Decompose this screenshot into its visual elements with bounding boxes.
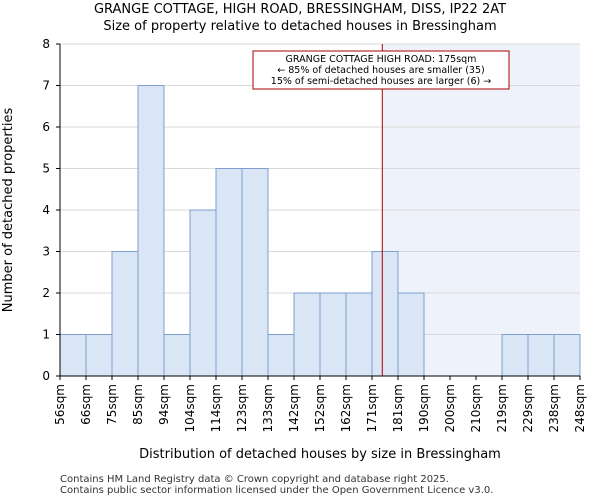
histogram-bar xyxy=(501,334,529,377)
histogram-bar xyxy=(345,292,373,377)
y-tick-label: 1 xyxy=(42,328,50,342)
histogram-bar xyxy=(85,334,113,377)
x-tick-label: 133sqm xyxy=(261,384,275,432)
annotation-line: ← 85% of detached houses are smaller (35… xyxy=(277,65,484,76)
x-tick-label: 248sqm xyxy=(573,384,587,432)
y-tick-label: 0 xyxy=(42,369,50,383)
histogram-bar xyxy=(371,251,399,377)
y-tick-label: 8 xyxy=(42,37,50,51)
y-axis-label: Number of detached properties xyxy=(1,108,16,313)
histogram-bar xyxy=(215,168,243,377)
x-tick-label: 229sqm xyxy=(521,384,535,432)
histogram-bar xyxy=(137,85,165,377)
x-tick-label: 190sqm xyxy=(417,384,431,432)
histogram-bar xyxy=(527,334,555,377)
x-tick-label: 238sqm xyxy=(547,384,561,432)
histogram-bar xyxy=(163,334,191,377)
annotation-box xyxy=(252,50,510,90)
x-tick-label: 142sqm xyxy=(287,384,301,432)
x-tick-label: 75sqm xyxy=(105,384,119,425)
footer-licence: Contains public sector information licen… xyxy=(60,485,494,496)
x-tick-label: 219sqm xyxy=(495,384,509,432)
histogram-bar xyxy=(111,251,139,377)
y-tick-label: 5 xyxy=(42,162,50,176)
x-tick-label: 152sqm xyxy=(313,384,327,432)
x-tick-label: 85sqm xyxy=(131,384,145,425)
footer-copyright: Contains HM Land Registry data © Crown c… xyxy=(60,474,449,485)
x-tick-label: 123sqm xyxy=(235,384,249,432)
x-tick-label: 114sqm xyxy=(209,384,223,432)
y-tick-label: 3 xyxy=(42,245,50,259)
histogram-bar xyxy=(59,334,87,377)
x-tick-label: 200sqm xyxy=(443,384,457,432)
y-tick-label: 2 xyxy=(42,286,50,300)
histogram-bar xyxy=(293,292,321,377)
chart-title: GRANGE COTTAGE, HIGH ROAD, BRESSINGHAM, … xyxy=(93,2,507,17)
x-tick-label: 210sqm xyxy=(469,384,483,432)
histogram-bar xyxy=(241,168,269,377)
x-tick-label: 104sqm xyxy=(183,384,197,432)
x-tick-label: 162sqm xyxy=(339,384,353,432)
histogram-bar xyxy=(267,334,295,377)
histogram-bar xyxy=(553,334,581,377)
x-tick-label: 66sqm xyxy=(79,384,93,425)
x-tick-label: 56sqm xyxy=(53,384,67,425)
y-tick-label: 6 xyxy=(42,120,50,134)
y-tick-label: 7 xyxy=(42,79,50,93)
x-tick-label: 181sqm xyxy=(391,384,405,432)
y-tick-label: 4 xyxy=(42,203,50,217)
x-tick-label: 171sqm xyxy=(365,384,379,432)
histogram-bar xyxy=(397,292,425,377)
annotation-line: GRANGE COTTAGE HIGH ROAD: 175sqm xyxy=(286,54,477,65)
histogram-bar xyxy=(189,209,217,377)
histogram-bar xyxy=(319,292,347,377)
x-tick-label: 94sqm xyxy=(157,384,171,425)
x-axis-label: Distribution of detached houses by size … xyxy=(139,447,501,462)
chart-subtitle: Size of property relative to detached ho… xyxy=(103,19,497,34)
annotation-line: 15% of semi-detached houses are larger (… xyxy=(271,76,491,87)
